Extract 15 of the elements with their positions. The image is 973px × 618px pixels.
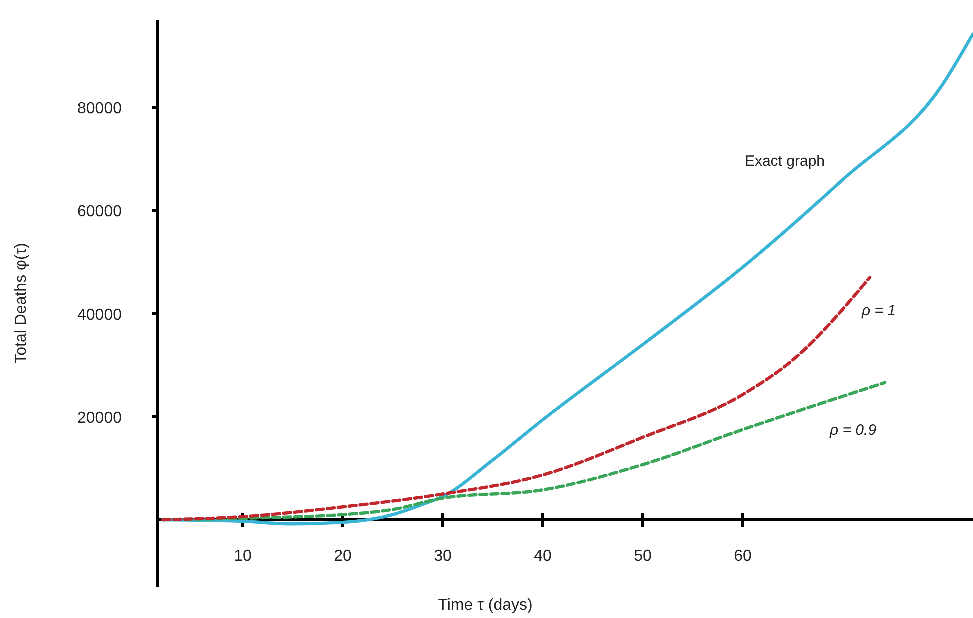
series-label: ρ = 1 bbox=[861, 302, 896, 320]
y-tick-label: 80000 bbox=[78, 100, 122, 118]
x-tick-label: 30 bbox=[434, 548, 452, 565]
x-tick-label: 20 bbox=[334, 548, 352, 565]
x-axis-title: Time τ (days) bbox=[438, 597, 533, 614]
x-tick-label: 10 bbox=[234, 548, 252, 565]
series-label: ρ = 0.9 bbox=[829, 422, 878, 439]
y-tick-label: 20000 bbox=[78, 410, 122, 427]
y-tick-label: 60000 bbox=[78, 204, 122, 221]
x-tick-label: 40 bbox=[534, 548, 552, 565]
series-label: Exact graph bbox=[744, 152, 825, 170]
x-tick-label: 50 bbox=[634, 548, 652, 565]
y-tick-label: 40000 bbox=[78, 306, 122, 324]
x-tick-label: 60 bbox=[734, 548, 752, 565]
y-axis-title: Total Deaths φ(τ) bbox=[13, 243, 30, 364]
